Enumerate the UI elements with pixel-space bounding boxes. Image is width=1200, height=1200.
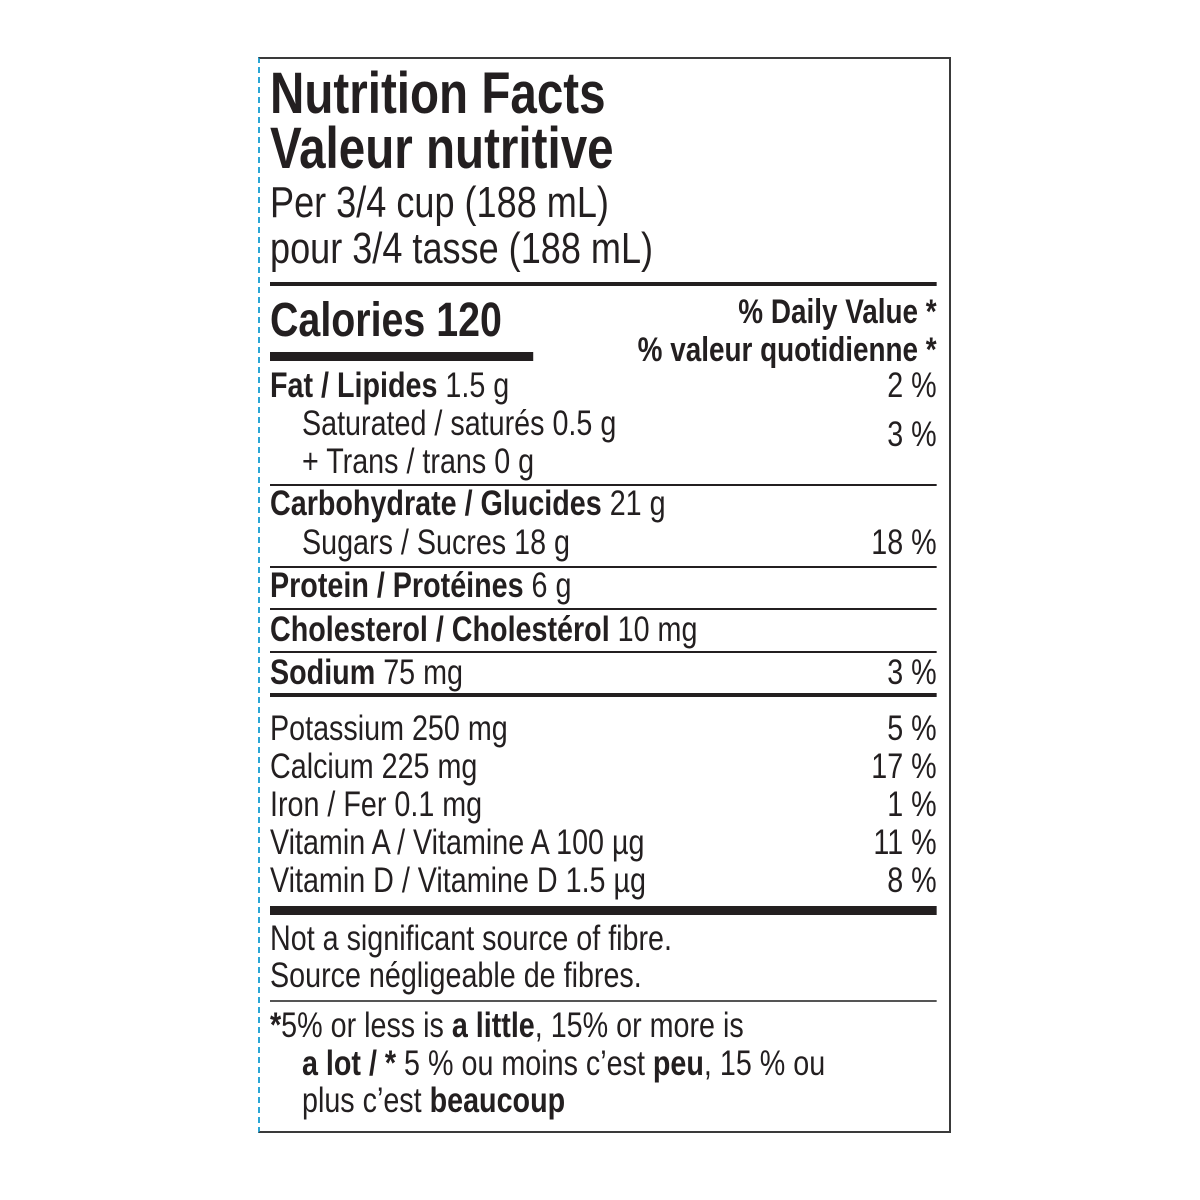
calories: Calories 120 — [270, 297, 937, 345]
mineral-dv: 8 % — [887, 861, 937, 900]
mineral-row-iron: Iron / Fer 0.1 mg 1 % — [270, 787, 937, 822]
nutrient-row-saturated: Saturated / saturés 0.5 g — [301, 404, 617, 443]
nutrition-facts-table: Nutrition Facts Valeur nutritive Per 3/4… — [270, 0, 937, 1200]
divider — [270, 282, 937, 286]
nutrition-label-frame — [258, 57, 951, 1133]
mineral-name: Iron / Fer 0.1 mg — [270, 785, 483, 824]
footnote-bold: a little — [451, 1006, 535, 1045]
nutrient-row-fat: Fat / Lipides 1.5 g 2 % — [270, 368, 937, 403]
nutrient-name: Fat / Lipides — [270, 366, 438, 405]
mineral-row-vitamin-a: Vitamin A / Vitamine A 100 µg 11 % — [270, 825, 937, 860]
nutrient-row-protein: Protein / Protéines 6 g — [270, 568, 937, 603]
fibre-note-fr: Source négligeable de fibres. — [270, 956, 642, 995]
daily-value-en: % Daily Value * — [738, 293, 937, 331]
mineral-dv: 1 % — [887, 785, 937, 824]
title-fr: Valeur nutritive — [270, 116, 614, 181]
nutrient-dv: 2 % — [887, 366, 937, 405]
nutrient-name: Protein / Protéines — [270, 566, 524, 605]
serving-size-fr: pour 3/4 tasse (188 mL) — [270, 224, 654, 273]
mineral-dv: 11 % — [873, 823, 937, 862]
nutrient-row-sugars: Sugars / Sucres 18 g 18 % — [302, 525, 937, 560]
nutrient-row-trans: + Trans / trans 0 g — [301, 442, 535, 481]
mineral-name: Potassium 250 mg — [270, 709, 508, 748]
nutrient-name: Sodium — [270, 653, 376, 692]
mineral-name: Calcium 225 mg — [270, 747, 478, 786]
mineral-name: Vitamin A / Vitamine A 100 µg — [270, 823, 645, 862]
nutrient-row-carbohydrate: Carbohydrate / Glucides 21 g — [270, 486, 937, 521]
divider — [270, 608, 937, 610]
footnote-bold: a lot / * — [301, 1044, 397, 1083]
calories-label: Calories — [270, 294, 426, 347]
footnote-bold: peu — [652, 1044, 704, 1083]
divider — [270, 566, 937, 568]
daily-value-fr: % valeur quotidienne * — [637, 331, 937, 369]
nutrient-amount: 75 mg — [375, 653, 463, 692]
nutrient-name: Sugars / Sucres 18 g — [301, 523, 570, 562]
serving-size-en: Per 3/4 cup (188 mL) — [270, 178, 609, 227]
saturated-trans-dv: 3 % — [887, 415, 937, 454]
divider — [270, 651, 937, 653]
mineral-row-calcium: Calcium 225 mg 17 % — [270, 749, 937, 784]
nutrient-amount: 21 g — [601, 484, 666, 523]
footnote-text: , 15% or more is — [534, 1006, 744, 1045]
nutrient-amount: 6 g — [523, 566, 572, 605]
divider — [270, 484, 937, 486]
fibre-note-en: Not a significant source of fibre. — [270, 919, 673, 958]
mineral-name: Vitamin D / Vitamine D 1.5 µg — [270, 861, 646, 900]
divider-thick — [270, 906, 937, 915]
footnote-bold: beaucoup — [429, 1081, 566, 1120]
mineral-dv: 5 % — [887, 709, 937, 748]
nutrient-name: Carbohydrate / Glucides — [270, 484, 602, 523]
nutrient-dv: 18 % — [871, 523, 937, 562]
mineral-row-vitamin-d: Vitamin D / Vitamine D 1.5 µg 8 % — [270, 863, 937, 898]
footnote-text: , 15 % ou — [703, 1044, 826, 1083]
mineral-dv: 17 % — [871, 747, 937, 786]
title-en: Nutrition Facts — [270, 61, 606, 126]
nutrient-name: Cholesterol / Cholestérol — [270, 610, 610, 649]
nutrient-row-cholesterol: Cholesterol / Cholestérol 10 mg — [270, 612, 937, 647]
divider — [270, 1000, 937, 1002]
nutrient-amount: 1.5 g — [437, 366, 510, 405]
footnote-line-2: a lot / * 5 % ou moins c’est peu, 15 % o… — [302, 1046, 937, 1081]
nutrient-amount: 10 mg — [609, 610, 698, 649]
mineral-row-potassium: Potassium 250 mg 5 % — [270, 711, 937, 746]
footnote-line-3: plus c’est beaucoup — [302, 1083, 937, 1118]
nutrient-row-sodium: Sodium 75 mg 3 % — [270, 655, 937, 690]
calories-bar — [270, 352, 534, 361]
footnote-line-1: *5% or less is a little, 15% or more is — [270, 1008, 937, 1043]
asterisk: * — [270, 1006, 282, 1045]
footnote-text: 5 % ou moins c’est — [396, 1044, 653, 1083]
calories-value: 120 — [436, 294, 502, 347]
footnote-text: plus c’est — [301, 1081, 430, 1120]
divider — [270, 693, 937, 697]
footnote-text: 5% or less is — [281, 1006, 452, 1045]
nutrient-dv: 3 % — [887, 653, 937, 692]
